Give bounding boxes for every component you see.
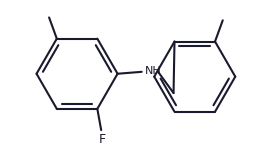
Text: F: F: [99, 133, 106, 146]
Text: NH: NH: [145, 66, 161, 76]
